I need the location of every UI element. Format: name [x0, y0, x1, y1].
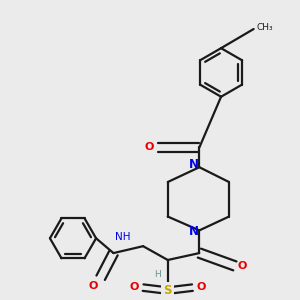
Text: O: O — [88, 281, 98, 291]
Text: O: O — [129, 282, 139, 292]
Text: O: O — [197, 282, 206, 292]
Text: NH: NH — [115, 232, 130, 242]
Text: CH₃: CH₃ — [256, 23, 273, 32]
Text: O: O — [145, 142, 154, 152]
Text: N: N — [189, 225, 199, 239]
Text: O: O — [238, 261, 247, 271]
Text: H: H — [154, 270, 161, 279]
Text: N: N — [189, 158, 199, 171]
Text: S: S — [164, 284, 172, 297]
